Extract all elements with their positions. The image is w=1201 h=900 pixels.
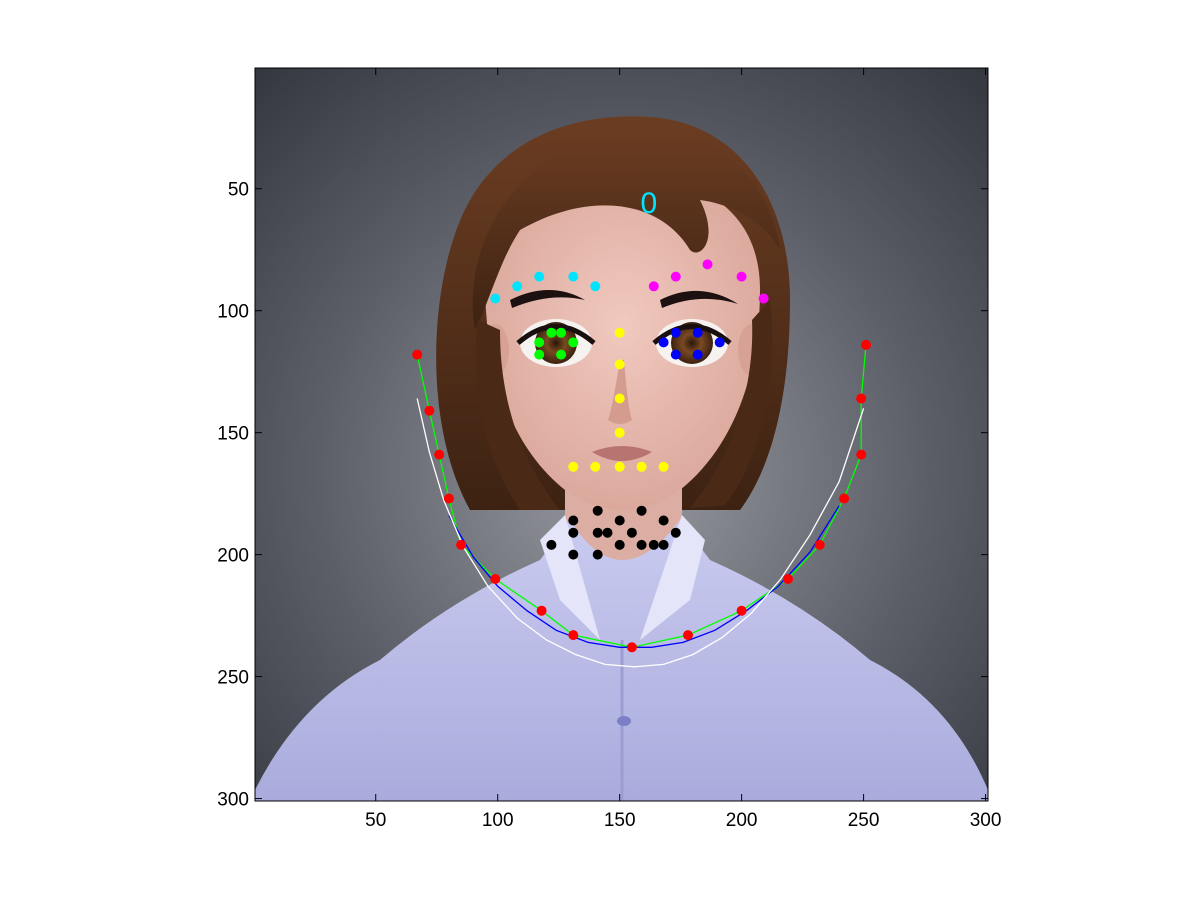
series-1 (490, 271, 601, 304)
annotation-0: 0 (641, 187, 658, 220)
point-1-1 (512, 281, 523, 292)
point-0-15 (856, 393, 867, 404)
point-6-4 (658, 515, 669, 526)
point-4-4 (692, 349, 703, 360)
point-6-2 (614, 515, 625, 526)
point-3-0 (534, 337, 545, 348)
point-0-5 (490, 574, 501, 584)
point-0-12 (814, 539, 825, 550)
point-0-6 (536, 605, 547, 616)
x-tick-label-4: 250 (848, 810, 880, 831)
point-6-15 (648, 539, 659, 550)
landmark-points (412, 259, 871, 653)
axis-ticks: 50 100 150 200 250 300 50 100 150 200 250 300 (217, 68, 1001, 831)
axes-frame (254, 67, 989, 802)
point-2-3 (736, 271, 747, 282)
point-0-9 (683, 630, 693, 641)
point-6-14 (636, 539, 647, 550)
series-3 (534, 327, 579, 360)
point-5-1 (614, 359, 625, 370)
point-6-3 (636, 505, 647, 516)
point-0-7 (568, 630, 579, 641)
point-6-16 (658, 539, 669, 550)
point-6-7 (592, 527, 603, 538)
point-5-7 (636, 461, 647, 472)
point-1-4 (590, 281, 601, 292)
point-5-4 (568, 461, 579, 472)
y-tick-label-1: 100 (217, 302, 249, 323)
y-tick-label-0: 50 (228, 180, 249, 201)
point-2-0 (648, 281, 659, 292)
point-5-2 (614, 393, 625, 404)
series-2 (648, 259, 769, 304)
axes-area: 0 (255, 68, 988, 801)
point-6-8 (602, 527, 613, 538)
y-tick-label-5: 300 (217, 790, 249, 811)
point-2-1 (670, 271, 681, 282)
point-0-0 (412, 349, 423, 360)
point-4-1 (670, 327, 681, 338)
point-5-0 (614, 327, 625, 338)
point-3-5 (568, 337, 579, 348)
point-6-0 (568, 515, 579, 526)
point-5-6 (614, 461, 625, 472)
point-4-0 (658, 337, 669, 348)
x-tick-label-2: 150 (604, 810, 636, 831)
point-6-5 (546, 539, 557, 550)
point-3-1 (534, 349, 545, 360)
point-0-1 (424, 405, 435, 416)
point-2-2 (702, 259, 713, 270)
point-1-3 (568, 271, 579, 282)
point-0-14 (856, 449, 867, 460)
point-0-16 (861, 339, 871, 350)
point-4-2 (670, 349, 681, 360)
point-0-2 (434, 449, 445, 460)
series-5 (568, 327, 669, 472)
point-3-2 (546, 327, 557, 338)
x-tick-label-1: 100 (482, 810, 514, 831)
series-6 (546, 505, 681, 560)
point-6-6 (568, 527, 579, 538)
point-6-13 (614, 539, 625, 550)
point-0-11 (783, 574, 793, 584)
point-0-4 (456, 539, 467, 550)
point-4-5 (714, 337, 725, 348)
point-0-13 (839, 493, 850, 504)
point-1-2 (534, 271, 545, 282)
point-4-3 (692, 327, 703, 338)
point-3-4 (556, 349, 567, 360)
x-tick-label-0: 50 (365, 810, 386, 831)
background-image (255, 68, 988, 801)
point-6-1 (592, 505, 603, 516)
annotations: 0 (641, 187, 658, 220)
x-tick-label-5: 300 (970, 810, 1002, 831)
point-1-0 (490, 293, 501, 304)
point-6-10 (670, 527, 681, 538)
point-5-3 (614, 427, 625, 438)
point-6-11 (568, 549, 579, 560)
point-0-8 (626, 642, 637, 653)
x-tick-label-3: 200 (726, 810, 758, 831)
point-2-4 (758, 293, 769, 304)
series-0 (412, 339, 871, 653)
point-6-12 (592, 549, 603, 560)
point-0-10 (736, 605, 747, 616)
curve-2 (416, 398, 865, 668)
y-tick-label-4: 250 (217, 668, 249, 689)
point-0-3 (443, 493, 454, 504)
point-5-8 (658, 461, 669, 472)
y-tick-label-3: 200 (217, 546, 249, 567)
point-3-3 (556, 327, 567, 338)
y-tick-label-2: 150 (217, 424, 249, 445)
point-5-5 (590, 461, 601, 472)
series-4 (658, 327, 725, 360)
point-6-9 (626, 527, 637, 538)
